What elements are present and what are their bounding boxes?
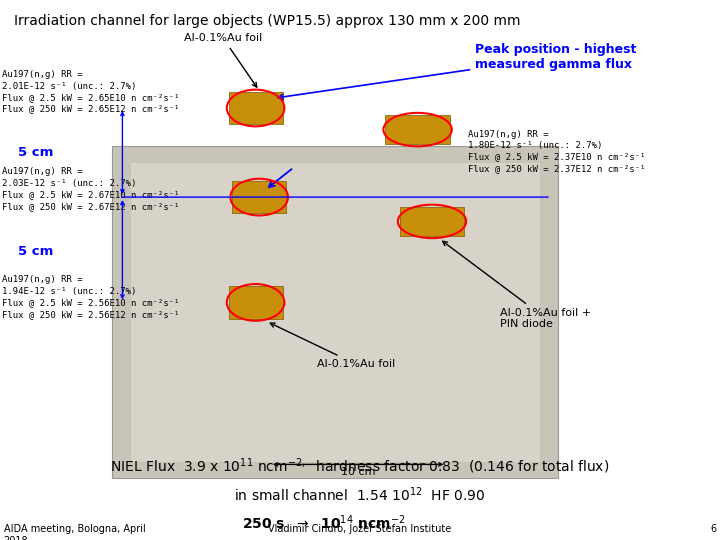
Text: Au197(n,g) RR =
2.01E-12 s⁻¹ (unc.: 2.7%)
Flux @ 2.5 kW = 2.65E10 n cm⁻²s⁻¹
Flux: Au197(n,g) RR = 2.01E-12 s⁻¹ (unc.: 2.7%…: [2, 70, 179, 113]
Text: NIEL Flux  3.9 x 10$^{11}$ ncm$^{-2,}$  hardness factor 0.83  (0.146 for total f: NIEL Flux 3.9 x 10$^{11}$ ncm$^{-2,}$ ha…: [110, 456, 610, 476]
Text: Peak position - highest
measured gamma flux: Peak position - highest measured gamma f…: [278, 43, 636, 99]
Text: 10 cm: 10 cm: [341, 467, 375, 477]
Text: 250 s  $\rightarrow$  10$^{14}$ ncm$^{-2}$: 250 s $\rightarrow$ 10$^{14}$ ncm$^{-2}$: [242, 513, 406, 531]
Bar: [229, 286, 283, 319]
Text: Vladimir Cindro, Jožef Stefan Institute: Vladimir Cindro, Jožef Stefan Institute: [269, 524, 451, 534]
Text: 5 cm: 5 cm: [18, 245, 53, 258]
Bar: [232, 181, 287, 213]
Text: Al-0.1%Au foil +
PIN diode: Al-0.1%Au foil + PIN diode: [443, 241, 592, 329]
Text: 5 cm: 5 cm: [18, 146, 53, 159]
Text: 6: 6: [710, 524, 716, 534]
Bar: [229, 92, 283, 124]
Text: Al-0.1%Au foil: Al-0.1%Au foil: [184, 33, 262, 87]
Bar: [112, 146, 558, 478]
Text: AIDA meeting, Bologna, April
2018: AIDA meeting, Bologna, April 2018: [4, 524, 145, 540]
Bar: [385, 114, 450, 144]
Text: Au197(n,g) RR =
1.94E-12 s⁻¹ (unc.: 2.7%)
Flux @ 2.5 kW = 2.56E10 n cm⁻²s⁻¹
Flux: Au197(n,g) RR = 1.94E-12 s⁻¹ (unc.: 2.7%…: [2, 275, 179, 319]
Text: Au197(n,g) RR =
1.80E-12 s⁻¹ (unc.: 2.7%)
Flux @ 2.5 kW = 2.37E10 n cm⁻²s⁻¹
Flux: Au197(n,g) RR = 1.80E-12 s⁻¹ (unc.: 2.7%…: [468, 130, 645, 173]
Text: Irradiation channel for large objects (WP15.5) approx 130 mm x 200 mm: Irradiation channel for large objects (W…: [14, 14, 521, 28]
Bar: [130, 162, 540, 462]
Text: in small channel  1.54 10$^{12}$  HF 0.90: in small channel 1.54 10$^{12}$ HF 0.90: [234, 485, 486, 503]
Text: Al-0.1%Au foil: Al-0.1%Au foil: [270, 323, 395, 369]
Text: Au197(n,g) RR =
2.03E-12 s⁻¹ (unc.: 2.7%)
Flux @ 2.5 kW = 2.67E10 n cm⁻²s⁻¹
Flux: Au197(n,g) RR = 2.03E-12 s⁻¹ (unc.: 2.7%…: [2, 167, 179, 211]
Bar: [400, 206, 464, 237]
